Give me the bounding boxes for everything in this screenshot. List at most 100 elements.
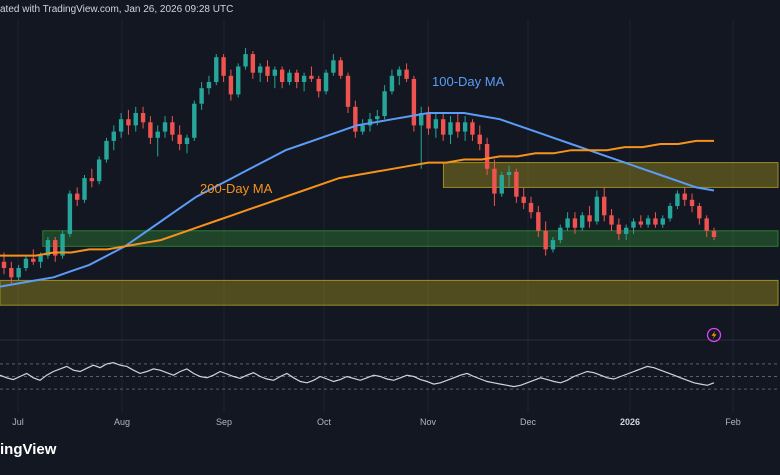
ma-labels: 100-Day MA 200-Day MA (200, 74, 505, 196)
candle (711, 227, 717, 241)
candle (199, 82, 204, 110)
candle (206, 75, 212, 95)
candle (162, 116, 168, 138)
candle (301, 72, 307, 92)
candle (53, 237, 58, 262)
candle (704, 215, 709, 237)
moving-averages (0, 112, 715, 288)
x-axis-label: Feb (725, 417, 741, 427)
candle (689, 193, 695, 213)
candle (514, 168, 519, 203)
candle (9, 261, 14, 284)
candle (192, 100, 197, 141)
candle (470, 119, 475, 141)
candle (448, 116, 453, 144)
candle (609, 209, 614, 231)
candle (411, 75, 417, 132)
candle (155, 125, 160, 157)
candle (404, 63, 409, 82)
candle (455, 113, 461, 138)
zones (0, 162, 779, 306)
candle (484, 137, 490, 175)
candle (638, 215, 644, 228)
candle (462, 116, 468, 141)
candle (543, 221, 548, 256)
candle (682, 187, 687, 206)
candle (118, 113, 124, 138)
candle (250, 51, 256, 79)
lower-yellow-zone (0, 279, 779, 306)
candle (360, 119, 365, 135)
green-support-zone (42, 230, 779, 247)
candle (104, 137, 109, 163)
candle (265, 60, 270, 82)
candle (521, 187, 526, 210)
candle (580, 212, 585, 231)
x-axis-label: 2026 (620, 417, 640, 427)
candle (323, 69, 329, 95)
candle (419, 106, 424, 169)
candle (111, 125, 116, 151)
lightning-bolt-icon[interactable] (706, 327, 722, 343)
candle (126, 109, 131, 135)
candle (257, 63, 263, 82)
candle (236, 63, 241, 98)
candle (572, 212, 578, 234)
candle (331, 54, 336, 76)
candle (148, 116, 153, 144)
candle (177, 125, 182, 151)
candle (353, 100, 358, 138)
ma200-line (0, 139, 714, 257)
candle (594, 190, 600, 225)
candle (645, 215, 651, 228)
candle (74, 187, 80, 206)
candle (492, 159, 497, 206)
candle (243, 47, 248, 70)
candle (45, 237, 51, 259)
candle (96, 156, 102, 185)
candle (221, 54, 226, 82)
ma100-line (0, 112, 715, 288)
x-axis-label: Dec (520, 417, 537, 427)
candle (133, 106, 138, 132)
candle (214, 54, 219, 86)
candle (309, 66, 314, 82)
candle (433, 113, 439, 138)
x-axis-label: Oct (317, 417, 332, 427)
candle (528, 196, 534, 219)
candle (316, 75, 321, 98)
candle (89, 168, 95, 188)
x-axis-label: Jul (12, 417, 24, 427)
candle (426, 106, 431, 135)
tradingview-logo: ingView (0, 441, 57, 458)
candle (536, 206, 541, 237)
candle (16, 264, 21, 281)
candle (506, 165, 512, 188)
candle (440, 113, 446, 141)
candle (558, 224, 563, 244)
candle (389, 69, 395, 95)
chart-header-text: ated with TradingView.com, Jan 26, 2026 … (0, 4, 234, 15)
candle (697, 202, 702, 225)
candle (587, 206, 592, 228)
x-axis-label: Aug (114, 417, 130, 427)
rsi-pane (0, 361, 780, 390)
candle (170, 116, 175, 141)
candle (623, 224, 629, 241)
candle (382, 85, 387, 120)
candle (397, 66, 402, 86)
grid (17, 20, 734, 413)
candle (602, 187, 607, 222)
candle (499, 171, 504, 197)
candle (294, 69, 299, 89)
candle (67, 190, 73, 237)
x-axis: Jul Aug Sep Oct Nov Dec 2026 Feb (12, 417, 741, 427)
x-axis-label: Sep (216, 417, 232, 427)
candle (667, 202, 673, 222)
candle (338, 57, 343, 79)
candle (228, 69, 234, 101)
candle (550, 237, 556, 253)
x-axis-label: Nov (420, 417, 437, 427)
